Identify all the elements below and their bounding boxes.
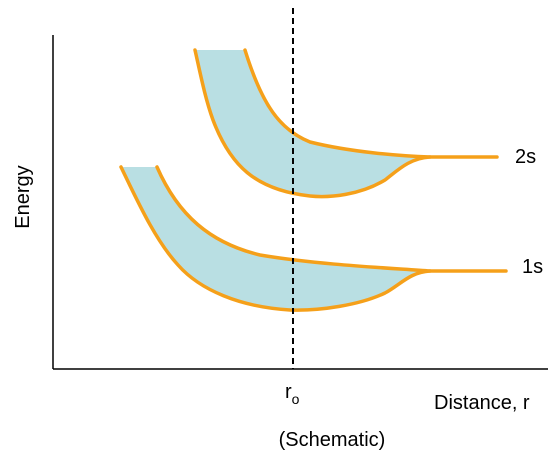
caption: (Schematic) xyxy=(279,429,386,451)
band-1s xyxy=(119,165,508,312)
band-1s-fill xyxy=(121,167,430,311)
band-1s-lower-edge xyxy=(119,165,432,312)
equilibrium-label-subscript: o xyxy=(292,391,300,407)
band-2s-label: 2s xyxy=(515,146,536,168)
x-axis-label: Distance, r xyxy=(434,392,530,414)
band-2s-fill xyxy=(195,50,430,197)
equilibrium-label: ro xyxy=(285,381,300,407)
band-1s-label: 1s xyxy=(522,256,543,278)
band-2s-lower-edge xyxy=(193,48,432,199)
equilibrium-label-main: r xyxy=(285,381,292,403)
band-2s-upper-edge xyxy=(243,48,499,159)
y-axis-label: Energy xyxy=(12,165,34,228)
band-1s-upper-edge xyxy=(155,165,508,273)
band-2s xyxy=(193,48,499,199)
